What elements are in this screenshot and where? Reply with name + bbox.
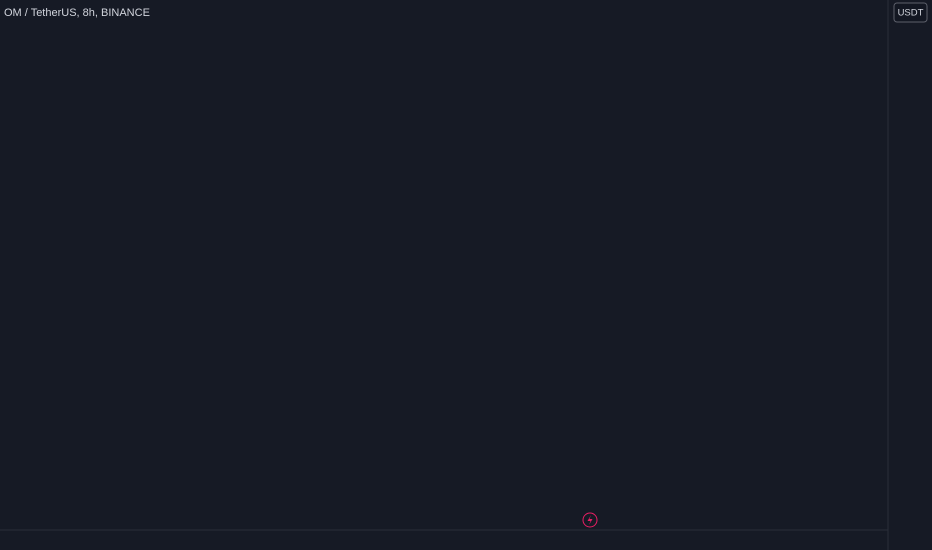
currency-label[interactable]: USDT bbox=[898, 8, 924, 19]
event-icon-bolt bbox=[587, 515, 593, 525]
currency-button[interactable] bbox=[893, 2, 928, 23]
chart-title: OM / TetherUS, 8h, BINANCE bbox=[4, 7, 150, 19]
